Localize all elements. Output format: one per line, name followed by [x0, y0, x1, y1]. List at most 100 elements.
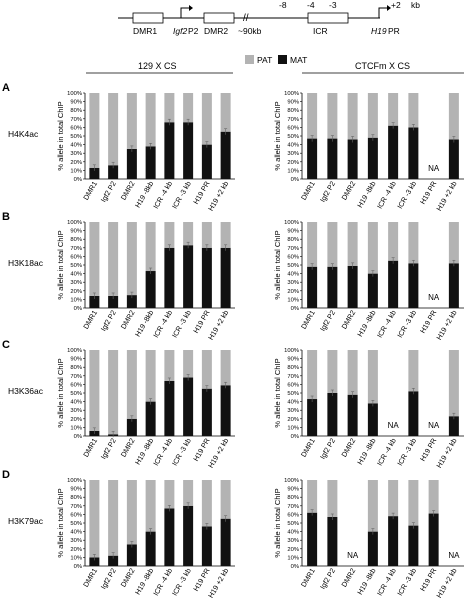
pos-m8: -8	[279, 0, 287, 10]
bar-pat	[164, 350, 175, 381]
pos-m3: -3	[329, 0, 337, 10]
y-tick-label: 50%	[287, 263, 299, 269]
bar-mat	[448, 263, 459, 308]
bar-pat	[164, 222, 175, 248]
x-tick-label: Igf2 P2	[318, 567, 337, 591]
y-tick-label: 60%	[287, 382, 299, 388]
y-tick-label: 0%	[74, 434, 82, 440]
y-tick-label: 60%	[70, 254, 82, 260]
igf2-gene-label: Igf2	[173, 26, 187, 36]
y-tick-label: 80%	[70, 237, 82, 243]
y-tick-label: 70%	[287, 246, 299, 252]
y-tick-label: 40%	[287, 272, 299, 278]
bar-pat	[220, 222, 231, 248]
igf2-promoter-arrow	[180, 7, 189, 18]
bar-pat	[126, 480, 137, 545]
bar-mat	[408, 525, 419, 566]
y-axis-label: % allele in total ChIP	[56, 101, 65, 170]
y-tick-label: 90%	[70, 100, 82, 106]
bar-mat	[201, 526, 212, 566]
bar-pat	[327, 350, 338, 393]
bar-mat	[201, 144, 212, 179]
x-tick-label: Igf2 P2	[99, 309, 118, 333]
y-tick-label: 10%	[70, 425, 82, 431]
locus-map: DMR1 Igf2 P2 DMR2 // ~90kb -8 -4 -3 ICR …	[118, 0, 420, 36]
y-tick-label: 90%	[70, 229, 82, 235]
y-tick-label: 20%	[70, 547, 82, 553]
y-tick-label: 70%	[70, 117, 82, 123]
bar-pat	[307, 350, 318, 400]
bar-mat	[428, 513, 439, 566]
y-tick-label: 0%	[291, 564, 299, 570]
y-axis-label: % allele in total ChIP	[56, 230, 65, 299]
bar-mat	[183, 377, 194, 436]
bar-mat	[183, 505, 194, 566]
bar-mat	[448, 139, 459, 179]
y-tick-label: 100%	[67, 478, 82, 484]
y-tick-label: 100%	[284, 478, 299, 484]
bar-mat	[108, 295, 119, 308]
bar-mat	[220, 518, 231, 566]
panel-letter: B	[2, 211, 10, 223]
y-tick-label: 10%	[70, 297, 82, 303]
y-tick-label: 70%	[70, 246, 82, 252]
bar-pat	[448, 93, 459, 140]
y-tick-label: 50%	[70, 391, 82, 397]
bar-mat	[220, 385, 231, 436]
y-tick-label: 80%	[70, 495, 82, 501]
bar-mat	[89, 295, 100, 308]
bar-mat	[108, 555, 119, 566]
histone-mark-label: H3K18ac	[8, 258, 44, 268]
y-tick-label: 20%	[287, 289, 299, 295]
y-tick-label: 50%	[287, 391, 299, 397]
icr-box	[307, 12, 349, 24]
bar-pat	[327, 480, 338, 517]
bar-pat	[108, 222, 119, 296]
na-label: NA	[428, 421, 440, 430]
na-label: NA	[448, 551, 460, 560]
bar-pat	[201, 93, 212, 145]
chart-D-ctcfm: % allele in total ChIP 0% 10% 20% 30% 40% 50% 6…	[273, 478, 464, 600]
bar-mat	[347, 139, 358, 179]
x-tick-label: DMR2	[119, 567, 137, 589]
y-tick-label: 90%	[287, 357, 299, 363]
panel-letter: A	[2, 82, 10, 94]
y-tick-label: 40%	[70, 272, 82, 278]
y-tick-label: 90%	[287, 100, 299, 106]
bar-mat	[164, 122, 175, 179]
bar-mat	[220, 247, 231, 308]
bar-pat	[183, 480, 194, 506]
x-tick-label: DMR2	[339, 180, 357, 202]
y-tick-label: 10%	[287, 168, 299, 174]
legend-mat-label: MAT	[290, 55, 307, 65]
bar-pat	[327, 93, 338, 139]
y-tick-label: 80%	[287, 237, 299, 243]
dmr1-box	[132, 12, 164, 24]
x-tick-label: Igf2 P2	[99, 437, 118, 461]
bar-mat	[327, 516, 338, 566]
bar-pat	[367, 350, 378, 404]
x-tick-label: H19 -8kb	[355, 437, 377, 467]
pos-p2: +2	[391, 0, 401, 10]
bar-pat	[408, 93, 419, 128]
bar-pat	[108, 93, 119, 166]
y-tick-label: 20%	[287, 417, 299, 423]
h19-arrowhead	[387, 5, 391, 11]
x-tick-label: ICR -3 kb	[395, 437, 418, 468]
bar-pat	[220, 480, 231, 519]
x-tick-label: H19 -8kb	[355, 567, 377, 597]
bar-pat	[164, 93, 175, 123]
bar-pat	[201, 480, 212, 527]
bar-pat	[145, 222, 156, 272]
x-tick-label: DMR1	[81, 309, 99, 331]
x-tick-label: ICR -3 kb	[395, 567, 418, 598]
bar-mat	[388, 516, 399, 566]
y-axis-label: % allele in total ChIP	[273, 358, 282, 427]
y-tick-label: 100%	[67, 220, 82, 226]
x-tick-label: DMR1	[299, 309, 317, 331]
chart-C-ctcfm: % allele in total ChIP 0% 10% 20% 30% 40% 50% 6…	[273, 348, 464, 470]
legend-pat-label: PAT	[257, 55, 272, 65]
break-mark: //	[243, 13, 249, 24]
bar-pat	[201, 350, 212, 389]
y-axis-label: % allele in total ChIP	[56, 358, 65, 427]
